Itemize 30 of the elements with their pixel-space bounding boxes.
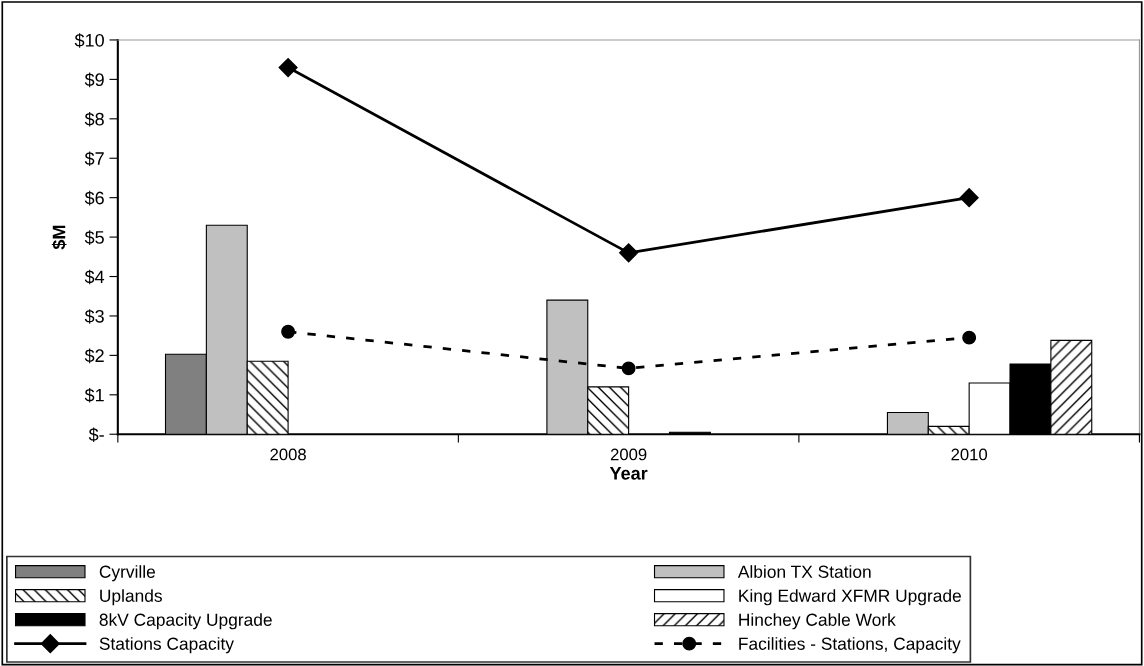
legend-label: Facilities - Stations, Capacity [739, 637, 961, 654]
y-tick-label: $4 [84, 269, 105, 285]
x-tick-label: 2008 [270, 448, 306, 461]
legend-label: Albion TX Station [737, 565, 871, 578]
point [619, 243, 639, 263]
y-tick-label: $2 [84, 348, 104, 364]
legend-label: Cyrville [99, 565, 156, 582]
x-tick-label: 2009 [610, 448, 647, 461]
legend-label: Uplands [100, 589, 162, 606]
y-tick-label: $7 [84, 151, 104, 167]
y-tick-label: $3 [84, 309, 104, 324]
point [962, 330, 977, 345]
point [278, 58, 298, 78]
y-tick-label: $10 [74, 33, 104, 48]
legend-label: 8kV Capacity Upgrade [99, 613, 272, 630]
point [281, 324, 296, 339]
x-axis-title: Year [609, 467, 648, 480]
x-tick-label: 2010 [951, 448, 988, 461]
y-tick-label: $1 [84, 387, 104, 403]
point [621, 361, 636, 376]
y-tick-label: $5 [84, 230, 104, 245]
y-tick-label: $6 [84, 190, 104, 206]
legend-label: Hinchey Cable Work [739, 613, 896, 630]
y-tick-label: $9 [84, 72, 104, 88]
y-tick-label: $8 [84, 111, 104, 127]
y-tick-label: $- [88, 427, 104, 443]
legend-label: Stations Capacity [99, 637, 234, 654]
legend-label: King Edward XFMR Upgrade [739, 589, 961, 606]
y-axis-title: $M [51, 225, 67, 250]
point [959, 188, 979, 208]
